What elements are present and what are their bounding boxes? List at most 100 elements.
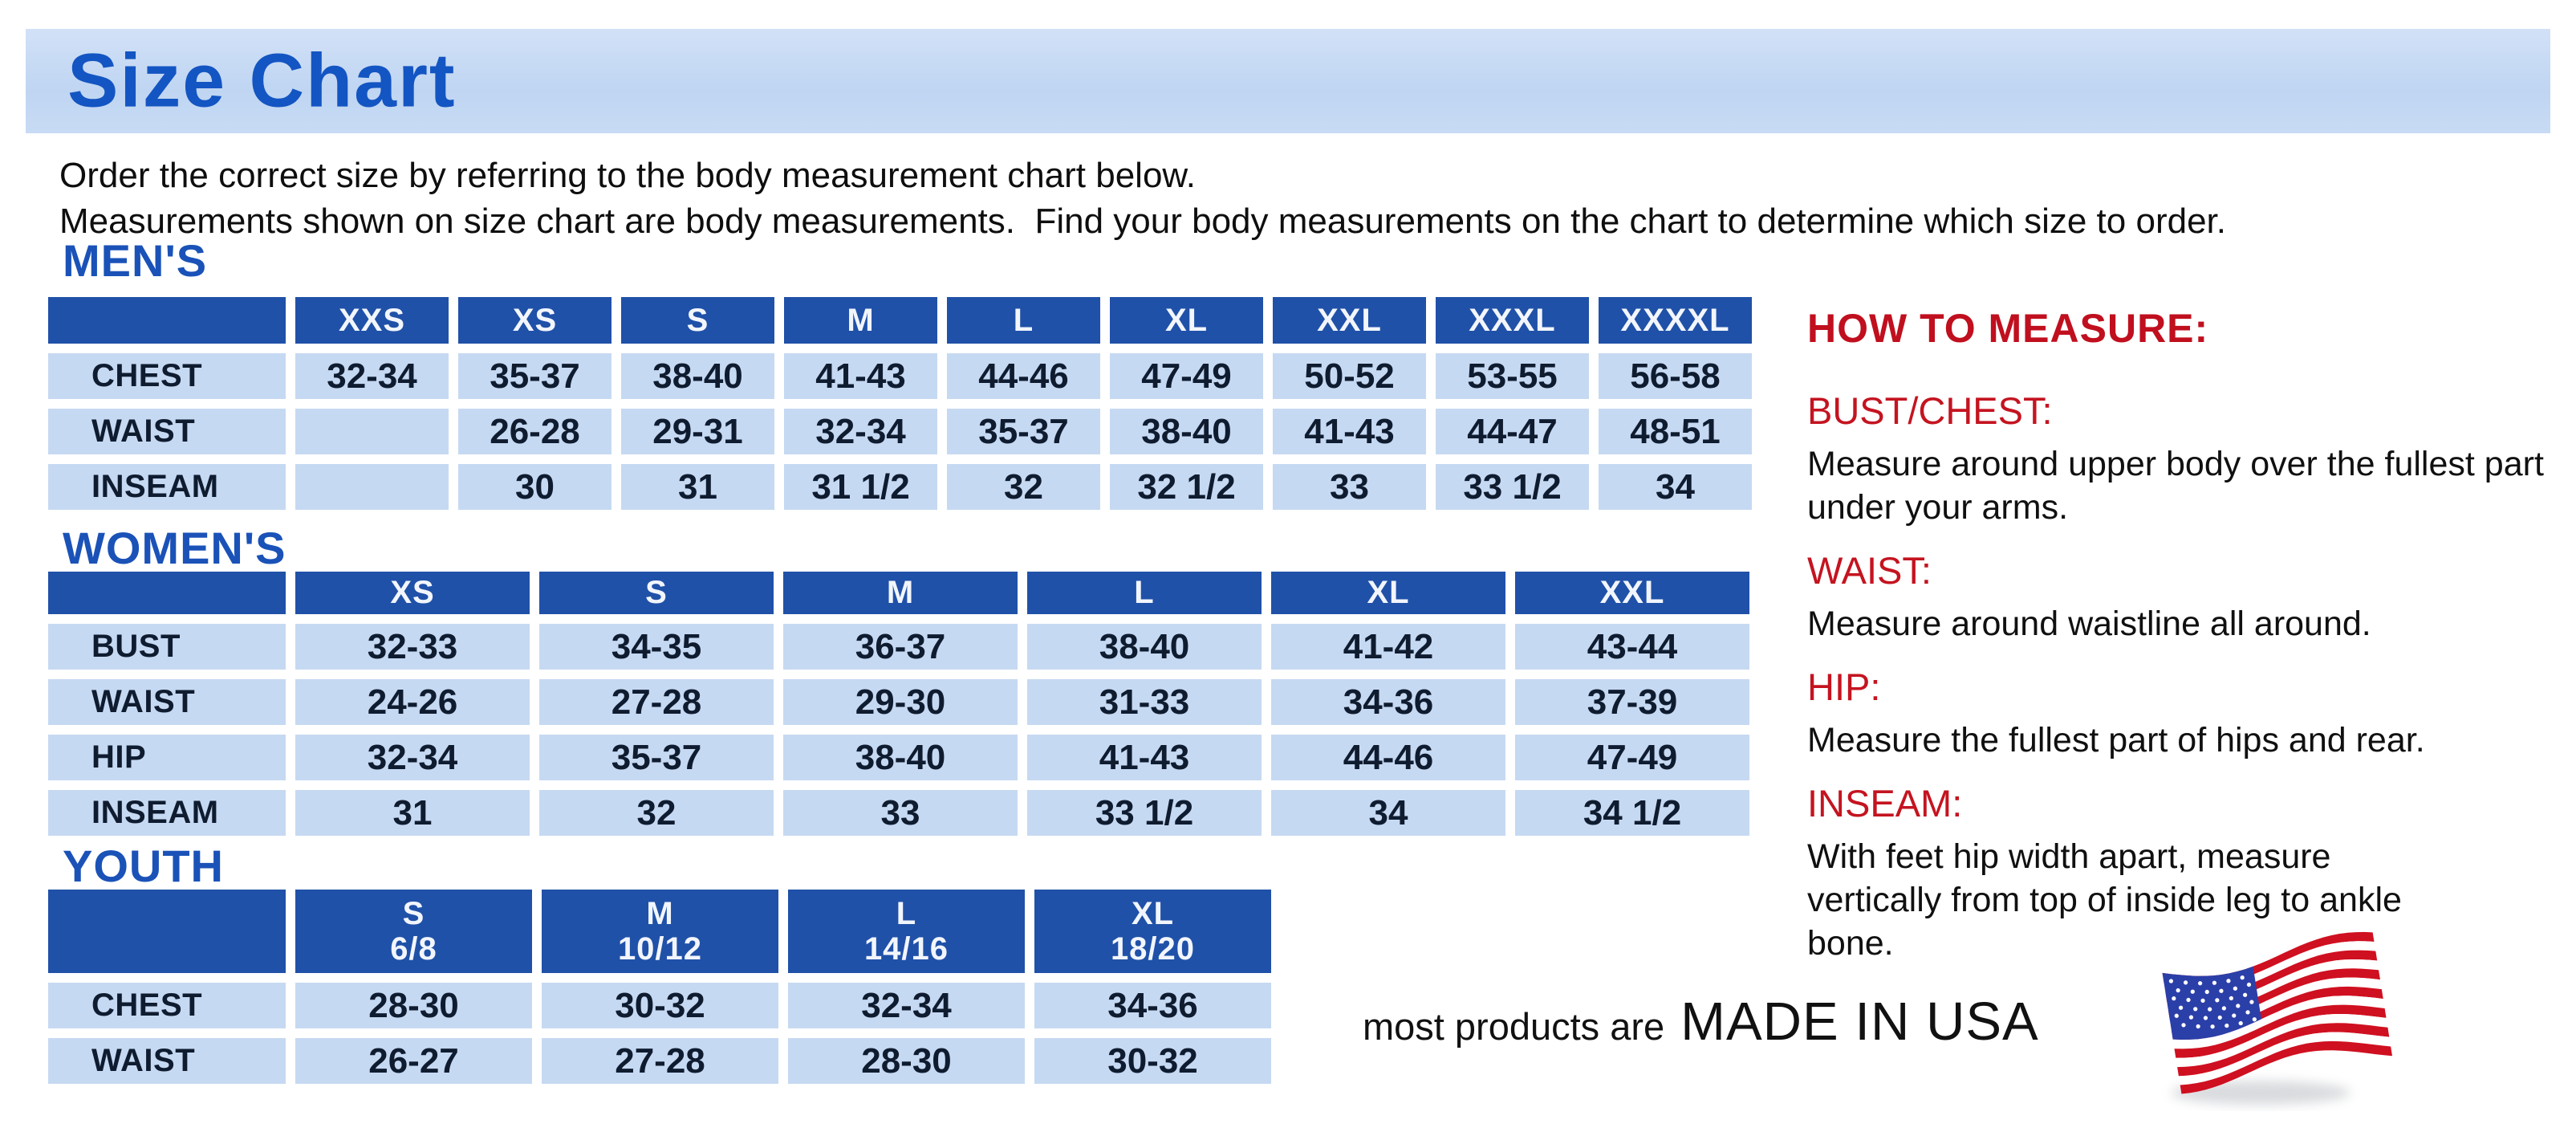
value-cell: 47-49 [1515, 735, 1749, 780]
measure-term-inseam: INSEAM: [1807, 782, 1963, 825]
value-cell: 32-34 [295, 353, 449, 399]
value-cell: 33 [783, 790, 1018, 836]
value-cell: 41-42 [1271, 624, 1505, 670]
value-cell: 30-32 [542, 983, 778, 1028]
row-label-cell: CHEST [48, 983, 286, 1028]
intro-line-2: Measurements shown on size chart are bod… [59, 202, 2226, 241]
value-cell: 35-37 [458, 353, 611, 399]
value-cell: 28-30 [295, 983, 532, 1028]
value-cell: 38-40 [1027, 624, 1262, 670]
column-header-cell: XXL [1273, 297, 1426, 344]
size-range-label: 14/16 [863, 931, 949, 967]
value-cell: 35-37 [947, 409, 1100, 454]
value-cell: 33 1/2 [1027, 790, 1262, 836]
column-header-cell: XL [1271, 572, 1505, 614]
value-cell: 31 [621, 464, 774, 510]
value-cell: 32-34 [784, 409, 937, 454]
womens-section-heading: WOMEN'S [63, 523, 286, 573]
intro-text: Order the correct size by referring to t… [59, 153, 2226, 244]
value-cell: 33 1/2 [1436, 464, 1589, 510]
column-header-cell: S [539, 572, 774, 614]
mens-section-heading: MEN'S [63, 235, 208, 286]
value-cell: 56-58 [1599, 353, 1752, 399]
value-cell: 26-27 [295, 1038, 532, 1084]
value-cell: 33 [1273, 464, 1426, 510]
size-range-label: 10/12 [617, 931, 703, 967]
value-cell: 29-30 [783, 679, 1018, 725]
page-title: Size Chart [67, 38, 457, 124]
size-label: S [402, 896, 425, 931]
value-cell: 41-43 [1273, 409, 1426, 454]
value-cell: 27-28 [539, 679, 774, 725]
value-cell: 50-52 [1273, 353, 1426, 399]
value-cell: 32 [947, 464, 1100, 510]
value-cell: 32 1/2 [1110, 464, 1263, 510]
value-cell: 34 [1599, 464, 1752, 510]
us-flag-icon [2157, 928, 2402, 1111]
value-cell: 34-35 [539, 624, 774, 670]
size-label: L [896, 896, 917, 931]
value-cell: 31 1/2 [784, 464, 937, 510]
column-header-cell: XXXL [1436, 297, 1589, 344]
row-label-cell: WAIST [48, 1038, 286, 1084]
value-cell: 44-47 [1436, 409, 1589, 454]
value-cell: 31-33 [1027, 679, 1262, 725]
column-header-cell: XXS [295, 297, 449, 344]
us-flag-svg [2162, 931, 2393, 1106]
value-cell: 32-33 [295, 624, 530, 670]
value-cell [295, 464, 449, 510]
value-cell: 41-43 [1027, 735, 1262, 780]
value-cell: 38-40 [1110, 409, 1263, 454]
column-header-cell: M [784, 297, 937, 344]
value-cell: 30 [458, 464, 611, 510]
column-header-cell: XL [1110, 297, 1263, 344]
measure-term-bust-chest: BUST/CHEST: [1807, 389, 2053, 432]
measure-desc-bust-chest: Measure around upper body over the fulle… [1807, 445, 2544, 527]
column-header-cell: XS [295, 572, 530, 614]
value-cell: 24-26 [295, 679, 530, 725]
table-corner-cell [48, 297, 286, 344]
value-cell: 34-36 [1271, 679, 1505, 725]
value-cell: 43-44 [1515, 624, 1749, 670]
how-to-measure-panel: HOW TO MEASURE: BUST/CHEST: Measure arou… [1807, 305, 2576, 965]
column-header-cell: L [947, 297, 1100, 344]
value-cell [295, 409, 449, 454]
value-cell: 48-51 [1599, 409, 1752, 454]
size-label: M [646, 896, 674, 931]
row-label-cell: WAIST [48, 409, 286, 454]
value-cell: 38-40 [783, 735, 1018, 780]
row-label-cell: BUST [48, 624, 286, 670]
table-corner-cell [48, 890, 286, 973]
value-cell: 32-34 [295, 735, 530, 780]
value-cell: 41-43 [784, 353, 937, 399]
value-cell: 34-36 [1034, 983, 1271, 1028]
row-label-cell: CHEST [48, 353, 286, 399]
size-range-label: 18/20 [1110, 931, 1196, 967]
flag-shadow [2171, 1081, 2350, 1106]
row-label-cell: INSEAM [48, 464, 286, 510]
value-cell: 29-31 [621, 409, 774, 454]
measure-desc-inseam: With feet hip width apart, measure verti… [1807, 837, 2402, 963]
measure-desc-waist: Measure around waistline all around. [1807, 605, 2371, 643]
column-header-cell: XXL [1515, 572, 1749, 614]
column-header-cell: S 6/8 [295, 890, 532, 973]
mens-size-table: XXS XS S M L XL XXL XXXL XXXXL CHEST 32-34 35-37 38-… [48, 297, 1752, 510]
column-header-cell: S [621, 297, 774, 344]
value-cell: 44-46 [1271, 735, 1505, 780]
value-cell: 53-55 [1436, 353, 1589, 399]
value-cell: 28-30 [788, 1038, 1025, 1084]
value-cell: 32 [539, 790, 774, 836]
measure-term-hip: HIP: [1807, 666, 1881, 708]
column-header-cell: M 10/12 [542, 890, 778, 973]
size-range-label: 6/8 [390, 931, 437, 967]
value-cell: 32-34 [788, 983, 1025, 1028]
value-cell: 27-28 [542, 1038, 778, 1084]
row-label-cell: WAIST [48, 679, 286, 725]
column-header-cell: L 14/16 [788, 890, 1025, 973]
value-cell: 34 1/2 [1515, 790, 1749, 836]
column-header-cell: XS [458, 297, 611, 344]
value-cell: 35-37 [539, 735, 774, 780]
size-label: XL [1131, 896, 1175, 931]
value-cell: 47-49 [1110, 353, 1263, 399]
